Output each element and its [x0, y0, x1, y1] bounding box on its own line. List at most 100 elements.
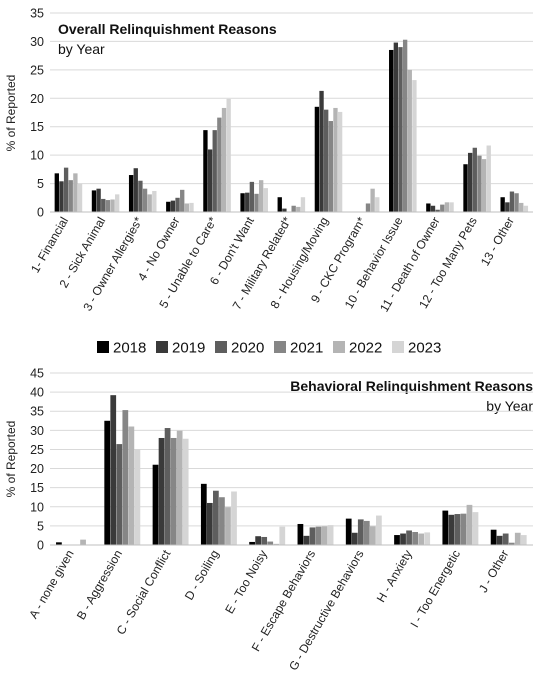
bar-2020 — [116, 444, 123, 545]
bar-2021 — [514, 193, 519, 212]
bar-2023 — [134, 449, 141, 545]
chart2-subtitle: by Year — [486, 398, 533, 414]
bar-2023 — [424, 532, 431, 545]
bar-2021 — [291, 205, 296, 212]
bar-2020 — [454, 514, 461, 545]
bar-2022 — [176, 430, 183, 545]
bar-2022 — [369, 526, 376, 545]
bar-2020 — [261, 536, 268, 545]
legend-swatch-2022 — [333, 341, 345, 353]
bar-2019 — [505, 202, 510, 212]
bar-2021 — [477, 155, 482, 212]
bar-2019 — [133, 168, 138, 212]
bar-2018 — [166, 201, 171, 212]
bar-2021 — [363, 520, 370, 545]
bar-2020 — [509, 191, 515, 212]
bar-2018 — [314, 106, 320, 212]
bar-2021 — [122, 410, 129, 545]
bar-2021 — [170, 437, 177, 545]
bar-2019 — [430, 205, 436, 212]
bar-2018 — [104, 420, 111, 545]
bar-2021 — [412, 532, 418, 545]
bar-2021 — [217, 117, 222, 212]
bar-2020 — [398, 47, 403, 212]
bar-2022 — [519, 202, 524, 212]
y-tick-label: 0 — [37, 539, 44, 553]
y-tick-label: 15 — [30, 481, 44, 495]
bar-2020 — [309, 527, 316, 545]
y-tick-label: 30 — [30, 35, 44, 49]
bar-2019 — [110, 395, 117, 545]
bar-2023 — [263, 188, 268, 212]
bar-2018 — [463, 164, 468, 212]
bar-2021 — [365, 203, 371, 212]
bar-2022 — [466, 504, 473, 545]
bar-2022 — [370, 188, 375, 212]
bar-2018 — [297, 523, 304, 545]
category-label: B - Aggression — [74, 548, 125, 623]
bar-2023 — [152, 190, 157, 212]
bar-2021 — [68, 180, 73, 212]
chart1-y-axis-title: % of Reported — [4, 75, 18, 152]
legend-swatch-2019 — [156, 341, 168, 353]
y-tick-label: 40 — [30, 386, 44, 400]
y-tick-label: 5 — [37, 519, 44, 533]
bar-2018 — [426, 203, 431, 212]
bar-2022 — [418, 533, 425, 545]
category-label: J - Other — [476, 548, 511, 595]
bar-2022 — [514, 532, 521, 545]
legend-label-2022: 2022 — [349, 340, 382, 357]
behavioral-relinquishment-chart: Behavioral Relinquishment Reasons by Yea… — [4, 367, 533, 673]
bar-2020 — [101, 198, 106, 212]
y-tick-label: 25 — [30, 443, 44, 457]
bar-2023 — [182, 438, 189, 545]
bar-2023 — [327, 525, 334, 545]
bar-2019 — [59, 181, 64, 212]
bar-2022 — [273, 543, 280, 545]
legend-label-2021: 2021 — [290, 340, 323, 357]
bar-2019 — [282, 208, 287, 212]
chart1-title: Overall Relinquishment Reasons — [58, 21, 277, 37]
bar-2021 — [254, 193, 259, 212]
bar-2020 — [435, 209, 440, 212]
bar-2021 — [105, 200, 111, 212]
y-tick-label: 10 — [30, 149, 44, 163]
category-label: D - Soiling — [182, 548, 222, 603]
category-label: 13 - Other — [478, 215, 517, 269]
y-tick-label: 25 — [30, 63, 44, 77]
bar-2023 — [375, 197, 380, 212]
y-tick-label: 20 — [30, 92, 44, 106]
bar-2023 — [300, 197, 306, 212]
chart2-title: Behavioral Relinquishment Reasons — [290, 378, 533, 394]
legend-swatch-2023 — [392, 341, 404, 353]
bar-2023 — [486, 145, 491, 212]
bar-2020 — [138, 180, 143, 212]
bar-2020 — [357, 519, 364, 545]
bar-2018 — [500, 197, 505, 212]
bar-2021 — [219, 497, 225, 545]
bar-2018 — [240, 193, 245, 212]
legend-label-2020: 2020 — [231, 340, 264, 357]
bar-2021 — [315, 526, 322, 545]
bar-2023 — [231, 491, 237, 545]
bar-2019 — [96, 188, 101, 212]
bar-2021 — [267, 541, 274, 545]
bar-2018 — [394, 535, 400, 545]
bar-2018 — [152, 464, 159, 545]
legend-label-2023: 2023 — [408, 340, 441, 357]
bar-2019 — [255, 536, 262, 545]
bar-2022 — [184, 203, 190, 212]
legend-label-2019: 2019 — [172, 340, 205, 357]
bar-2020 — [63, 167, 69, 212]
category-label: H - Anxiety — [374, 548, 415, 605]
bar-2018 — [442, 510, 449, 545]
bar-2022 — [73, 173, 78, 212]
bar-2020 — [324, 109, 329, 212]
legend-swatch-2020 — [215, 341, 227, 353]
bar-2023 — [337, 111, 343, 212]
bar-2018 — [200, 483, 207, 545]
bar-2020 — [406, 530, 412, 545]
legend-label-2018: 2018 — [113, 340, 146, 357]
bar-2018 — [91, 190, 97, 212]
